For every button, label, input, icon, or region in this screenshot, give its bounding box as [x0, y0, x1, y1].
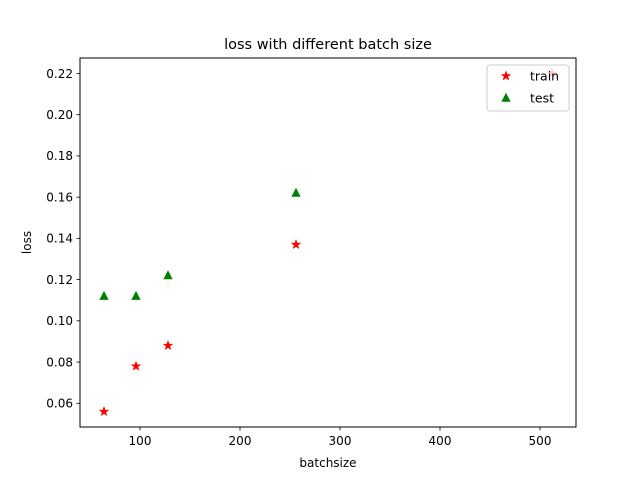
y-tick-label: 0.14 [46, 232, 73, 246]
x-axis-label: batchsize [299, 456, 356, 470]
y-tick-label: 0.18 [46, 149, 73, 163]
test-point [99, 290, 109, 300]
x-tick-label: 500 [529, 434, 552, 448]
train-point [98, 406, 110, 416]
legend-label-train: train [530, 69, 559, 84]
test-point [291, 187, 301, 197]
y-axis-label: loss [20, 231, 34, 254]
train-point [290, 239, 302, 249]
x-tick-label: 400 [429, 434, 452, 448]
y-axis: 0.06 0.08 0.10 0.12 0.14 0.16 0.18 0.20 0.22 [46, 67, 80, 411]
test-point [131, 290, 141, 300]
train-point [162, 340, 174, 350]
legend-marker-test [501, 92, 511, 102]
y-tick-label: 0.10 [46, 314, 73, 328]
test-point [163, 270, 173, 280]
x-axis: 100 200 300 400 500 [129, 427, 552, 448]
y-tick-label: 0.08 [46, 355, 73, 369]
plot-area [80, 58, 576, 427]
legend-marker-train [500, 70, 512, 81]
y-tick-label: 0.16 [46, 190, 73, 204]
chart-title: loss with different batch size [224, 37, 432, 53]
x-tick-label: 200 [229, 434, 252, 448]
x-tick-label: 300 [329, 434, 352, 448]
y-tick-label: 0.20 [46, 108, 73, 122]
legend-label-test: test [530, 91, 554, 106]
x-tick-label: 100 [129, 434, 152, 448]
y-tick-label: 0.12 [46, 273, 73, 287]
y-tick-label: 0.22 [46, 67, 73, 81]
legend: train test [486, 64, 570, 112]
y-tick-label: 0.06 [46, 397, 73, 411]
train-point [130, 360, 142, 371]
plot-frame [79, 57, 577, 428]
